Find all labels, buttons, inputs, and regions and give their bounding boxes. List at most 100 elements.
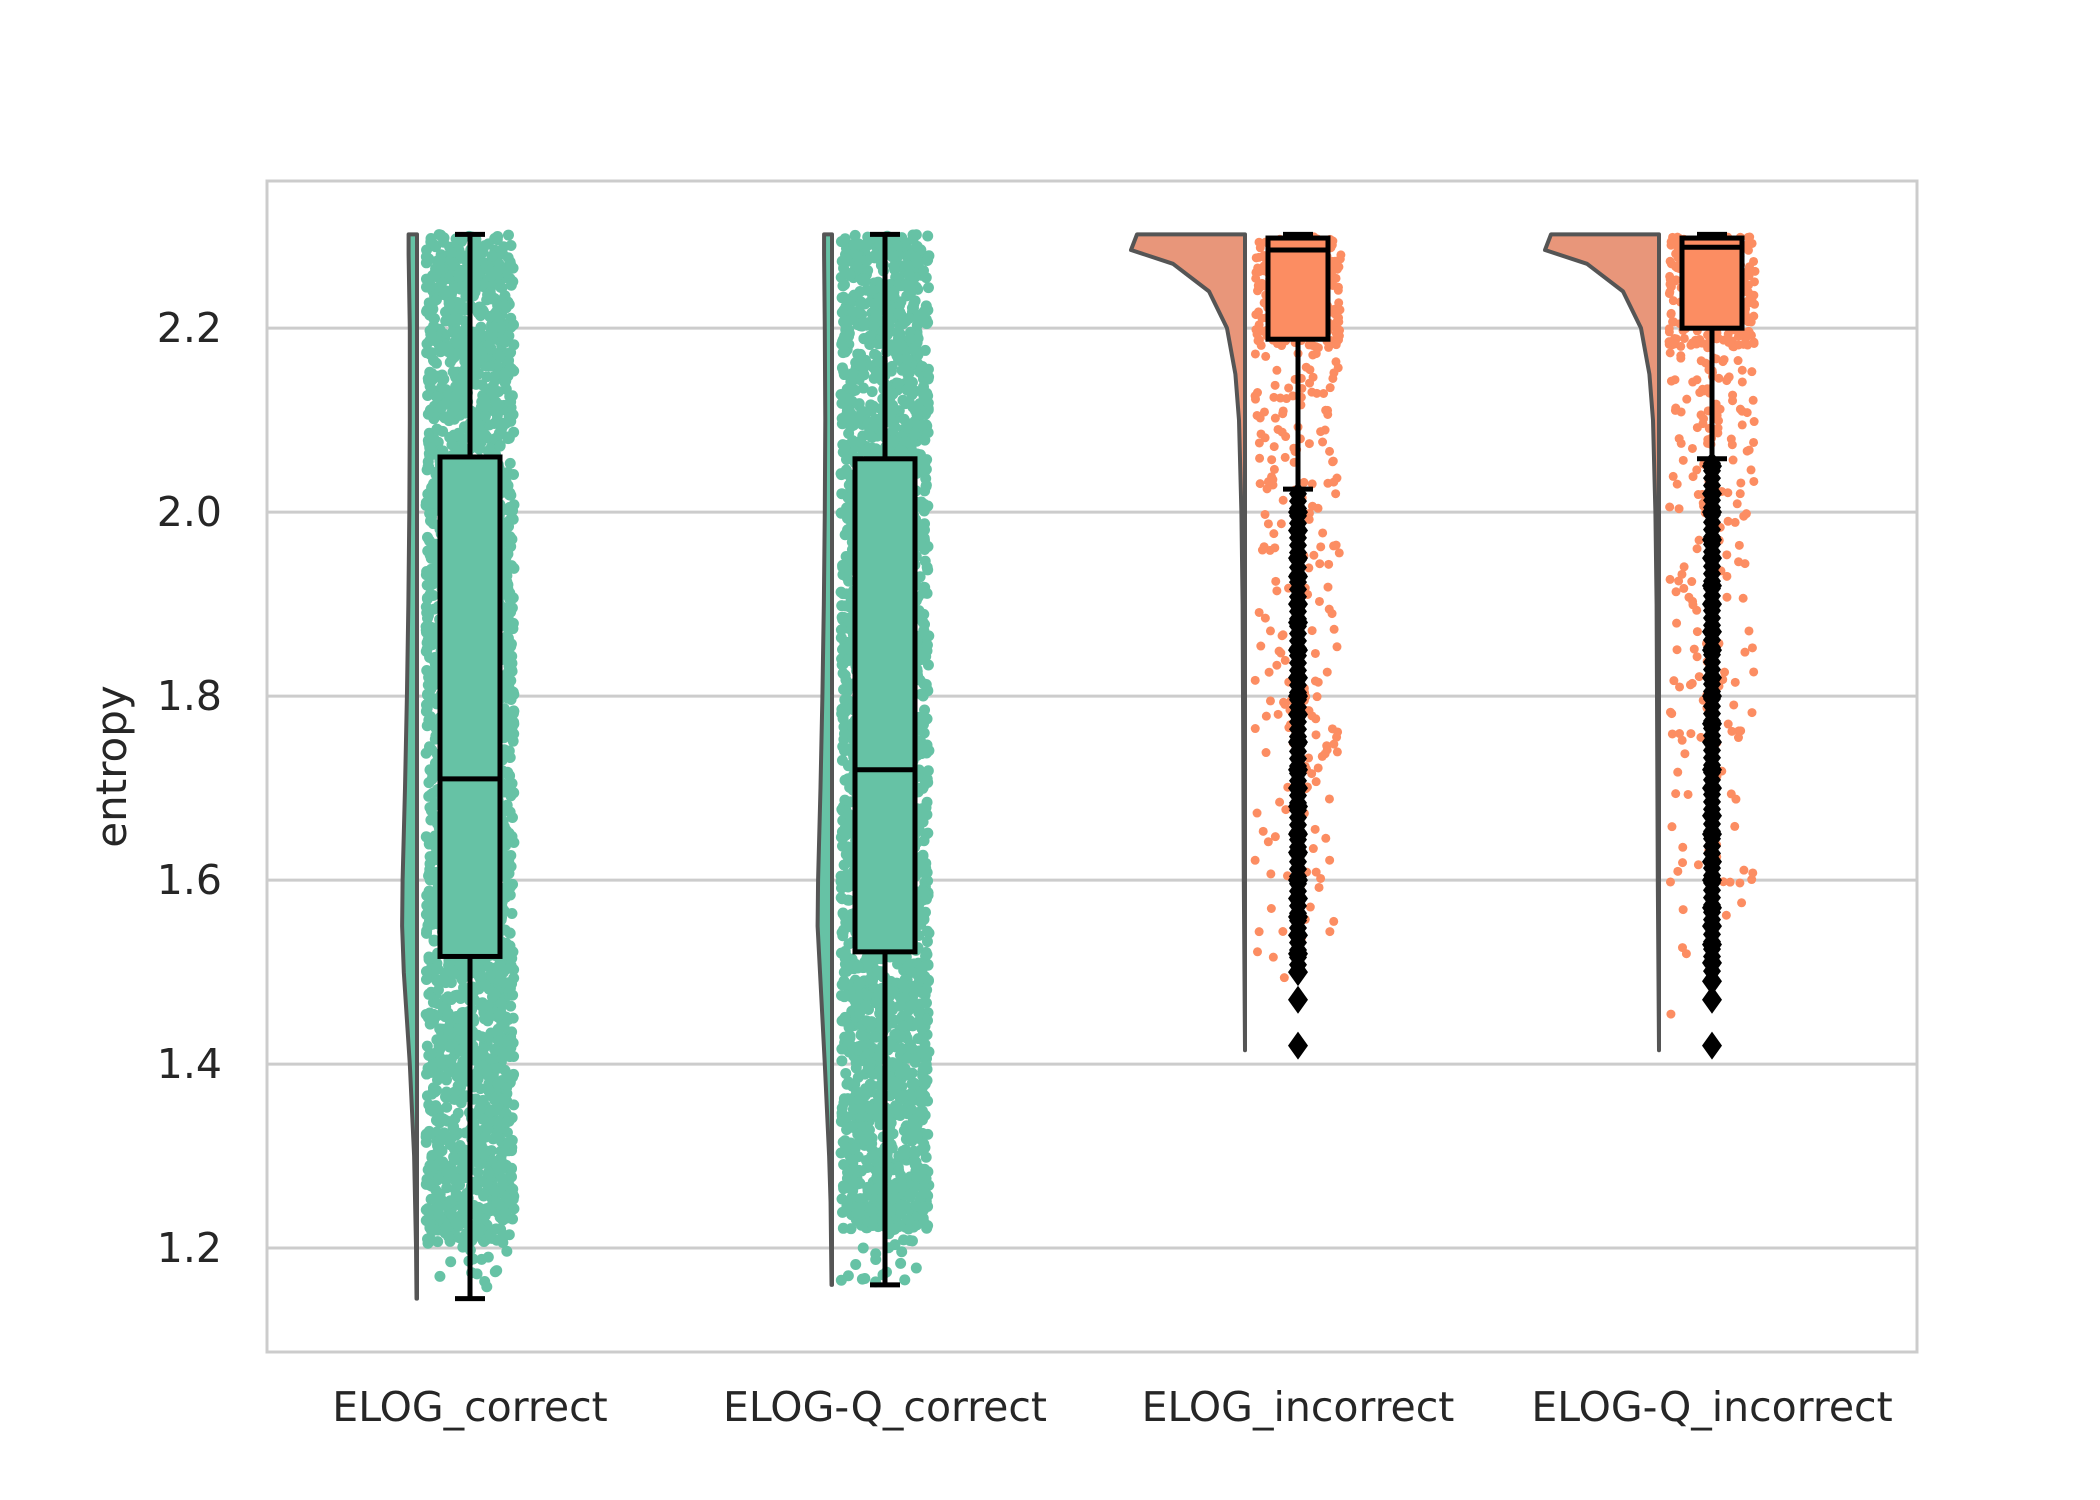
strip-point — [498, 241, 510, 253]
strip-point — [495, 281, 507, 293]
strip-point — [492, 1078, 504, 1090]
strip-point — [426, 744, 438, 756]
strip-point — [508, 972, 520, 984]
strip-point — [505, 1000, 517, 1012]
strip-point — [423, 988, 435, 1000]
strip-point — [502, 1013, 514, 1025]
strip-point — [430, 269, 442, 281]
strip-point — [440, 1221, 452, 1233]
strip-point — [856, 1273, 868, 1285]
strip-point — [838, 1097, 850, 1109]
strip-point — [425, 328, 437, 340]
strip-point — [843, 575, 855, 587]
strip-point — [422, 461, 434, 473]
strip-point — [507, 989, 519, 1001]
strip-point — [449, 400, 461, 412]
strip-point — [447, 326, 459, 338]
strip-point — [442, 1007, 454, 1019]
strip-point — [503, 827, 515, 839]
strip-point — [425, 298, 437, 310]
strip-point — [506, 513, 518, 525]
strip-point — [868, 420, 880, 432]
strip-point — [451, 1070, 463, 1082]
strip-point — [488, 371, 500, 383]
strip-point — [837, 559, 849, 571]
strip-point — [502, 480, 514, 492]
strip-point — [434, 253, 446, 265]
strip-point — [420, 569, 432, 581]
strip-point — [489, 1185, 501, 1197]
strip-point — [421, 256, 433, 268]
strip-point — [919, 434, 931, 446]
strip-point — [425, 1234, 437, 1246]
strip-point — [921, 949, 933, 961]
strip-point — [504, 256, 516, 268]
strip-point — [502, 692, 514, 704]
strip-point — [501, 1116, 513, 1128]
strip-point — [420, 497, 432, 509]
strip-point — [423, 487, 435, 499]
strip-point — [432, 424, 444, 436]
strip-point — [446, 353, 458, 365]
strip-point — [420, 1136, 432, 1148]
strip-point — [494, 958, 506, 970]
strip-point — [855, 358, 867, 370]
strip-point — [425, 546, 437, 558]
strip-point — [896, 1042, 908, 1054]
strip-point — [904, 397, 916, 409]
strip-point — [505, 730, 517, 742]
strip-point — [866, 431, 878, 443]
strip-point — [504, 600, 516, 612]
strip-point — [473, 267, 485, 279]
strip-point — [424, 1018, 436, 1030]
strip-point — [433, 1173, 445, 1185]
strip-point — [478, 393, 490, 405]
strip-point — [483, 1071, 495, 1083]
strip-point — [837, 979, 849, 991]
strip-point — [843, 1030, 855, 1042]
strip-point — [835, 468, 847, 480]
strip-point — [450, 1217, 462, 1229]
strip-point — [485, 270, 497, 282]
strip-point — [849, 1142, 861, 1154]
strip-point — [899, 280, 911, 292]
strip-point — [445, 246, 457, 258]
strip-point — [421, 1040, 433, 1052]
strip-point — [445, 1197, 457, 1209]
strip-point — [504, 783, 516, 795]
strip-point — [486, 250, 498, 262]
strip-point — [502, 858, 514, 870]
strip-point — [908, 298, 920, 310]
strip-point — [437, 973, 449, 985]
violin-ELOG-Q_incorrect — [1543, 232, 1661, 1053]
strip-point — [917, 381, 929, 393]
strip-point — [489, 1223, 501, 1235]
strip-point — [448, 1143, 460, 1155]
strip-point — [435, 402, 447, 414]
strip-point — [836, 488, 848, 500]
strip-point — [437, 341, 449, 353]
strip-point — [443, 959, 455, 971]
strip-point — [426, 1149, 438, 1161]
strip-point — [473, 355, 485, 367]
strip-point — [922, 1128, 934, 1140]
strip-point — [452, 384, 464, 396]
strip-point — [425, 232, 437, 244]
gridlines — [267, 326, 1917, 1250]
strip-point — [482, 1251, 494, 1263]
strip-point — [916, 964, 928, 976]
strip-point — [476, 379, 488, 391]
strip-point — [508, 837, 520, 849]
strip-point — [905, 967, 917, 979]
strip-point — [893, 308, 905, 320]
strip-point — [903, 418, 915, 430]
strip-point — [863, 1062, 875, 1074]
strip-point — [907, 344, 919, 356]
strip-point — [508, 1203, 520, 1215]
strip-point — [503, 431, 515, 443]
strip-point — [921, 936, 933, 948]
strip-point — [871, 1166, 883, 1178]
strip-point — [483, 1084, 495, 1096]
strip-point — [508, 499, 520, 511]
